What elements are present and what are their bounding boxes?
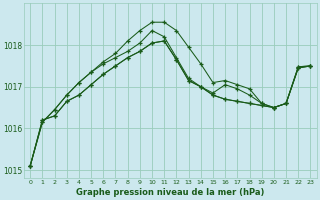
X-axis label: Graphe pression niveau de la mer (hPa): Graphe pression niveau de la mer (hPa) [76,188,265,197]
